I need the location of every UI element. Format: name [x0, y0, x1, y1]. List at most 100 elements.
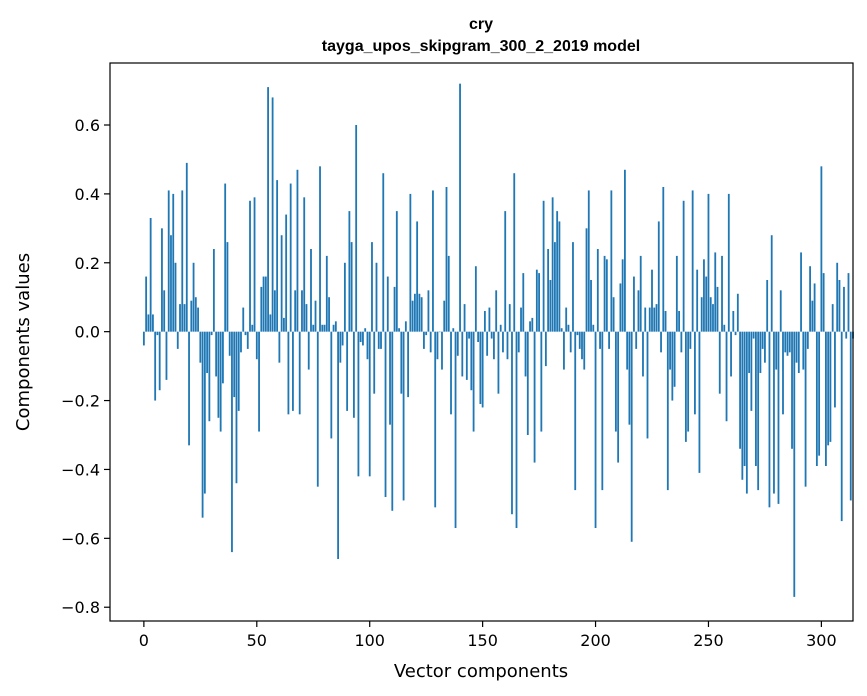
bar-275: [764, 331, 766, 363]
bar-269: [750, 331, 753, 411]
bar-198: [590, 280, 592, 332]
bar-231: [664, 311, 667, 332]
bar-260: [730, 331, 732, 377]
bar-297: [813, 283, 816, 332]
bar-296: [811, 300, 814, 332]
bar-100: [368, 331, 371, 477]
bar-288: [793, 331, 796, 597]
bar-190: [572, 242, 574, 332]
bar-237: [678, 311, 681, 332]
bar-133: [443, 300, 446, 332]
bar-264: [739, 331, 741, 449]
bar-86: [337, 331, 339, 559]
bar-90: [346, 331, 349, 411]
bar-97: [362, 331, 364, 346]
bar-306: [834, 331, 836, 408]
bar-91: [348, 211, 351, 332]
bar-37: [226, 242, 229, 332]
bar-3: [149, 218, 152, 332]
bar-24: [197, 307, 199, 332]
bar-60: [278, 331, 281, 363]
bar-32: [215, 331, 218, 377]
bar-221: [642, 331, 644, 377]
bar-163: [511, 331, 513, 515]
bar-51: [258, 331, 260, 432]
bar-92: [350, 242, 353, 332]
bar-13: [172, 193, 175, 332]
y-tick-label-4: 0.0: [75, 323, 100, 342]
bar-241: [687, 331, 690, 432]
bar-26: [201, 331, 204, 518]
bar-304: [829, 331, 832, 442]
y-axis-label: Components values: [13, 253, 34, 431]
bar-206: [608, 331, 610, 349]
bar-84: [332, 324, 335, 332]
bar-159: [502, 331, 504, 353]
bar-166: [517, 331, 520, 353]
bar-228: [657, 221, 660, 332]
bar-248: [703, 259, 705, 332]
bar-240: [684, 331, 687, 442]
bar-184: [558, 221, 561, 332]
bar-2: [147, 314, 150, 332]
bar-80: [323, 324, 326, 332]
x-tick-label-300: 300: [806, 631, 837, 650]
bar-197: [587, 190, 590, 332]
bar-175: [538, 273, 540, 332]
bar-252: [712, 304, 714, 332]
bar-135: [447, 255, 450, 332]
x-tick-label-200: 200: [580, 631, 611, 650]
bar-21: [190, 300, 193, 332]
bar-172: [531, 317, 534, 332]
bar-239: [682, 200, 685, 332]
bar-255: [718, 331, 721, 394]
bar-291: [800, 252, 802, 332]
bar-313: [849, 331, 852, 501]
bar-40: [233, 331, 236, 398]
bar-85: [334, 321, 337, 332]
bar-113: [398, 328, 400, 332]
bar-119: [411, 300, 414, 332]
bar-257: [723, 324, 726, 332]
bar-157: [497, 331, 500, 394]
y-tick-label-5: 0.2: [75, 254, 100, 273]
bar-308: [838, 280, 841, 332]
bar-271: [754, 331, 757, 466]
x-axis-ticks: 0 50 100 150 200 250 300: [139, 621, 837, 650]
x-tick-label-0: 0: [139, 631, 149, 650]
bar-160: [504, 211, 507, 332]
bar-141: [461, 331, 464, 377]
bar-310: [843, 286, 845, 332]
bar-152: [486, 331, 489, 356]
bar-34: [219, 331, 222, 432]
bar-262: [734, 331, 737, 336]
bar-129: [434, 331, 437, 508]
bar-298: [815, 331, 818, 466]
bar-165: [515, 331, 518, 528]
bar-232: [666, 331, 669, 491]
bar-0: [142, 331, 145, 346]
bar-95: [357, 331, 360, 477]
bar-71: [303, 197, 306, 332]
bar-73: [307, 331, 310, 370]
bar-18: [183, 304, 186, 332]
bar-178: [544, 331, 547, 367]
bar-9: [163, 290, 166, 332]
bar-127: [429, 331, 432, 353]
bar-12: [170, 235, 172, 332]
bar-126: [427, 290, 430, 332]
bar-45: [244, 331, 247, 336]
bar-46: [246, 331, 249, 349]
bar-201: [596, 249, 599, 332]
bar-151: [483, 311, 486, 332]
bar-48: [251, 324, 254, 332]
bar-194: [581, 331, 583, 360]
bar-106: [382, 173, 385, 332]
bar-30: [210, 331, 213, 336]
bar-192: [576, 331, 579, 336]
bar-52: [260, 286, 263, 332]
bar-294: [806, 331, 809, 349]
bar-96: [359, 331, 362, 342]
bar-114: [400, 331, 403, 394]
